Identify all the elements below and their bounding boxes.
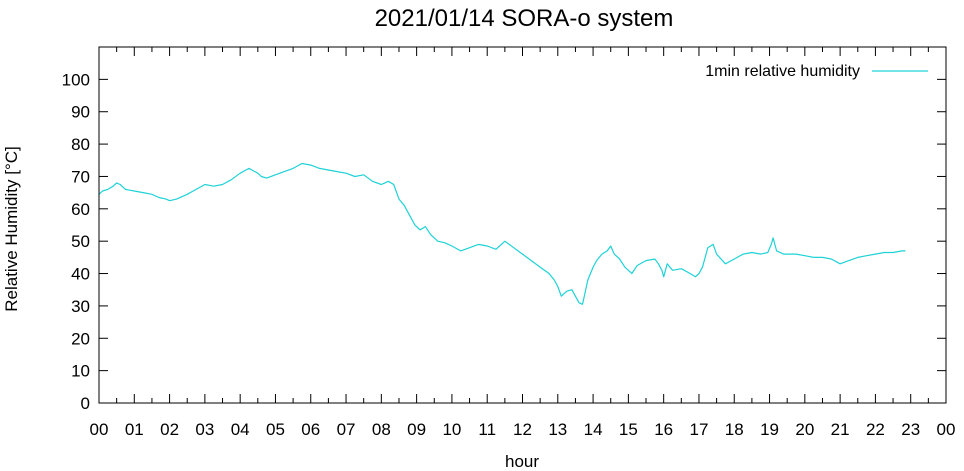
x-tick-label: 04	[231, 420, 250, 439]
y-tick-label: 80	[71, 135, 90, 154]
x-tick-label: 10	[442, 420, 461, 439]
x-tick-label: 18	[725, 420, 744, 439]
x-axis-ticks: 00 01 02 03 04 05 06 07 08 09 10 11 12 13 14 15 16 17 18 19…	[90, 47, 956, 439]
y-tick-label: 50	[71, 232, 90, 251]
y-tick-label: 20	[71, 329, 90, 348]
y-tick-label: 10	[71, 362, 90, 381]
x-tick-label: 08	[372, 420, 391, 439]
y-axis-label: Relative Humidity [°C]	[2, 146, 21, 312]
x-tick-label: 15	[619, 420, 638, 439]
x-tick-label: 09	[407, 420, 426, 439]
legend: 1min relative humidity	[705, 63, 928, 80]
x-tick-label: 16	[654, 420, 673, 439]
x-tick-label: 13	[548, 420, 567, 439]
y-tick-label: 60	[71, 200, 90, 219]
y-tick-label: 40	[71, 265, 90, 284]
x-tick-label: 06	[301, 420, 320, 439]
x-axis-label: hour	[505, 452, 539, 471]
y-tick-label: 0	[81, 394, 90, 413]
x-tick-label: 01	[125, 420, 144, 439]
x-tick-label: 19	[760, 420, 779, 439]
plot-frame	[98, 46, 947, 404]
series-line-humidity	[98, 162, 906, 305]
y-tick-label: 30	[71, 297, 90, 316]
chart-title: 2021/01/14 SORA-o system	[375, 5, 674, 32]
y-tick-label: 100	[62, 70, 90, 89]
x-tick-label: 17	[689, 420, 708, 439]
y-tick-label: 70	[71, 167, 90, 186]
x-tick-label: 14	[584, 420, 603, 439]
x-tick-label: 03	[195, 420, 214, 439]
y-axis-ticks: 0 10 20 30 40 50 60 70 80 90 100	[62, 70, 946, 413]
x-tick-label: 00	[937, 420, 956, 439]
legend-label: 1min relative humidity	[705, 63, 860, 80]
x-tick-label: 21	[831, 420, 850, 439]
y-tick-label: 90	[71, 103, 90, 122]
x-tick-label: 07	[337, 420, 356, 439]
x-tick-label: 11	[478, 420, 496, 439]
x-tick-label: 05	[266, 420, 285, 439]
x-tick-label: 22	[866, 420, 885, 439]
x-tick-label: 00	[90, 420, 109, 439]
x-tick-label: 20	[795, 420, 814, 439]
x-tick-label: 02	[160, 420, 179, 439]
x-tick-label: 12	[513, 420, 532, 439]
x-tick-label: 23	[901, 420, 920, 439]
